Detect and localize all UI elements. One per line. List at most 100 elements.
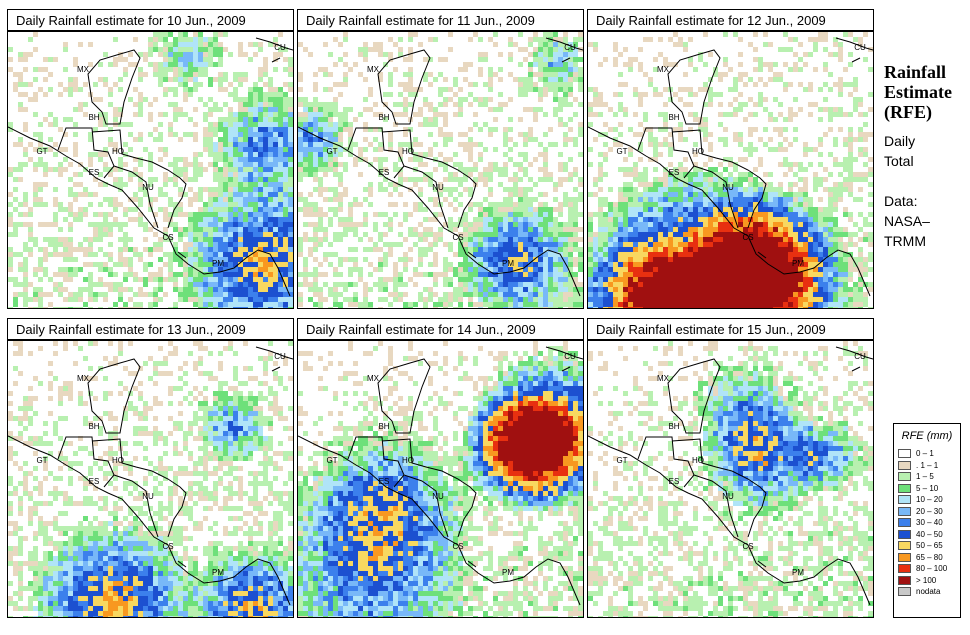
rain-cell	[168, 272, 173, 277]
rain-cell	[78, 287, 83, 292]
rain-cell	[383, 287, 388, 292]
rain-cell	[668, 202, 673, 207]
rain-cell	[238, 187, 243, 192]
rain-cell	[188, 117, 193, 122]
rain-cell	[8, 212, 13, 217]
rain-cell	[493, 147, 498, 152]
rain-grid	[298, 32, 583, 308]
rain-cell	[138, 252, 143, 257]
rain-cell	[868, 107, 873, 112]
rain-cell	[823, 212, 828, 217]
rain-cell	[8, 202, 13, 207]
rain-cell	[183, 292, 188, 297]
rain-cell	[43, 222, 48, 227]
rain-cell	[228, 172, 233, 177]
rain-cell	[343, 232, 348, 237]
rain-cell	[738, 222, 743, 227]
rainfall-map: MX BH GT HO ES NU CS PM CU	[7, 31, 294, 309]
rain-cell	[458, 247, 463, 252]
rain-cell	[563, 82, 568, 87]
rain-cell	[48, 72, 53, 77]
rain-cell	[88, 152, 93, 157]
rain-cell	[808, 217, 813, 222]
rain-cell	[578, 192, 583, 197]
rain-cell	[318, 122, 323, 127]
rain-cell	[468, 152, 473, 157]
rain-cell	[453, 77, 458, 82]
rain-cell	[103, 222, 108, 227]
rain-cell	[323, 162, 328, 167]
rain-cell	[288, 242, 293, 247]
rain-cell	[703, 227, 708, 232]
rain-cell	[753, 182, 758, 187]
rain-cell	[498, 227, 503, 232]
rain-cell	[593, 192, 598, 197]
rain-cell	[738, 202, 743, 207]
rain-cell	[323, 112, 328, 117]
rain-cell	[478, 172, 483, 177]
rain-cell	[793, 182, 798, 187]
rain-cell	[448, 277, 453, 282]
rain-cell	[558, 272, 563, 277]
rain-cell	[343, 52, 348, 57]
rain-cell	[423, 227, 428, 232]
rain-cell	[243, 177, 248, 182]
rain-cell	[573, 97, 578, 102]
rain-cell	[223, 47, 228, 52]
rain-cell	[98, 182, 103, 187]
rain-cell	[428, 287, 433, 292]
rain-cell	[753, 177, 758, 182]
rain-cell	[243, 157, 248, 162]
rain-cell	[698, 167, 703, 172]
rain-cell	[633, 87, 638, 92]
rain-cell	[858, 102, 863, 107]
rain-cell	[233, 217, 238, 222]
rain-cell	[308, 287, 313, 292]
rain-cell	[303, 107, 308, 112]
rain-cell	[818, 252, 823, 257]
rain-cell	[533, 107, 538, 112]
rain-cell	[273, 187, 278, 192]
rain-cell	[383, 157, 388, 162]
rain-cell	[433, 122, 438, 127]
rain-cell	[488, 287, 493, 292]
rain-cell	[223, 287, 228, 292]
rain-cell	[723, 237, 728, 242]
rain-cell	[508, 192, 513, 197]
rain-cell	[48, 222, 53, 227]
rain-cell	[493, 267, 498, 272]
rain-cell	[278, 247, 283, 252]
rain-cell	[208, 147, 213, 152]
rain-cell	[88, 137, 93, 142]
rain-cell	[203, 117, 208, 122]
rain-cell	[283, 272, 288, 277]
rain-cell	[208, 267, 213, 272]
rain-cell	[228, 187, 233, 192]
rain-cell	[288, 102, 293, 107]
rain-cell	[578, 247, 583, 252]
rain-cell	[538, 232, 543, 237]
rain-cell	[603, 157, 608, 162]
rain-cell	[533, 37, 538, 42]
rain-cell	[23, 122, 28, 127]
rain-cell	[868, 242, 873, 247]
rain-cell	[533, 72, 538, 77]
rain-cell	[28, 212, 33, 217]
rain-cell	[568, 117, 573, 122]
rain-cell	[208, 82, 213, 87]
rain-cell	[813, 207, 818, 212]
rain-cell	[543, 242, 548, 247]
rain-cell	[683, 217, 688, 222]
rain-cell	[183, 47, 188, 52]
rain-cell	[318, 102, 323, 107]
rain-cell	[523, 172, 528, 177]
rain-cell	[143, 227, 148, 232]
rain-cell	[158, 282, 163, 287]
rain-cell	[278, 197, 283, 202]
country-label: NU	[432, 183, 444, 192]
rain-cell	[483, 302, 488, 307]
rain-cell	[603, 222, 608, 227]
rain-cell	[158, 297, 163, 302]
rain-cell	[778, 207, 783, 212]
rain-cell	[68, 267, 73, 272]
